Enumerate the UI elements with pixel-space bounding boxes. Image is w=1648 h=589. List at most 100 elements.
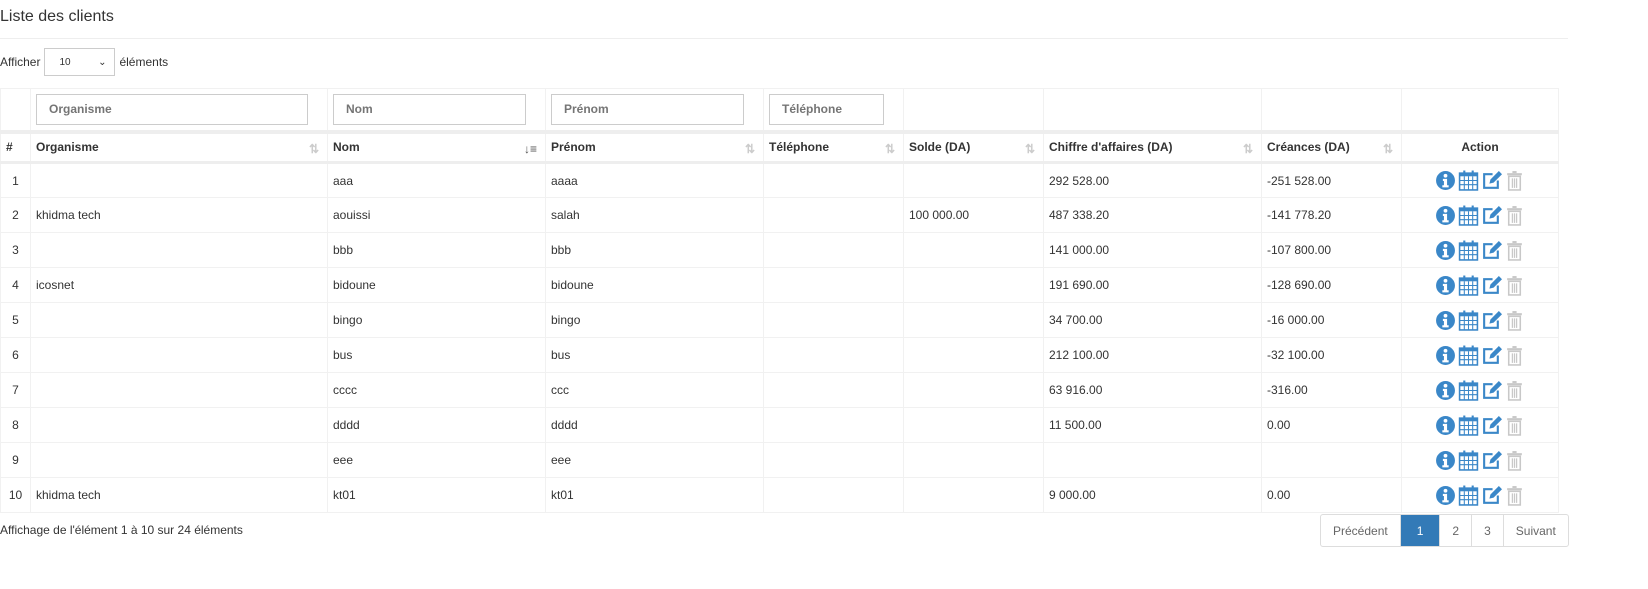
edit-icon[interactable] <box>1480 205 1503 224</box>
edit-icon[interactable] <box>1480 240 1503 259</box>
calendar-icon[interactable] <box>1457 310 1480 331</box>
edit-icon[interactable] <box>1480 310 1503 329</box>
sort-icon[interactable]: ⇅ <box>1024 141 1035 156</box>
column-header-label: Action <box>1461 140 1499 155</box>
cell-organisme <box>30 372 328 408</box>
info-icon[interactable] <box>1434 310 1457 330</box>
calendar-icon[interactable] <box>1457 450 1480 471</box>
sort-icon[interactable]: ⇅ <box>308 141 319 156</box>
filter-telephone-input[interactable] <box>769 93 884 125</box>
edit-icon[interactable] <box>1480 275 1503 294</box>
page-3-button[interactable]: 3 <box>1471 515 1503 546</box>
page-1-button[interactable]: 1 <box>1399 515 1440 546</box>
info-icon[interactable] <box>1434 380 1457 400</box>
edit-icon[interactable] <box>1480 345 1503 364</box>
edit-icon[interactable] <box>1480 380 1503 399</box>
trash-icon[interactable] <box>1503 485 1526 506</box>
chevron-down-icon: ⌄ <box>98 56 107 68</box>
page-length-value: 10 <box>59 56 71 68</box>
cell-prenom: salah <box>545 197 764 233</box>
trash-icon[interactable] <box>1503 275 1526 296</box>
trash-icon[interactable] <box>1503 415 1526 436</box>
trash-icon[interactable] <box>1503 171 1526 191</box>
column-header[interactable]: Organisme ⇅ <box>30 131 328 164</box>
column-header[interactable]: Chiffre d'affaires (DA) ⇅ <box>1043 131 1262 164</box>
calendar-icon[interactable] <box>1457 415 1480 436</box>
column-header-label: # <box>6 140 13 155</box>
calendar-icon[interactable] <box>1457 380 1480 401</box>
next-page-button[interactable]: Suivant <box>1502 515 1568 546</box>
edit-icon[interactable] <box>1480 171 1503 189</box>
filter-organisme-input[interactable] <box>36 93 308 125</box>
cell-telephone <box>763 232 904 268</box>
column-header[interactable]: Solde (DA) ⇅ <box>903 131 1044 164</box>
edit-icon[interactable] <box>1480 450 1503 469</box>
info-icon[interactable] <box>1434 275 1457 295</box>
sort-icon[interactable]: ⇅ <box>1242 141 1253 156</box>
cell-telephone <box>763 302 904 338</box>
sort-icon[interactable]: ⇅ <box>1382 141 1393 156</box>
cell-creances <box>1261 442 1402 478</box>
sort-icon[interactable]: ⇅ <box>744 141 755 156</box>
info-icon[interactable] <box>1434 450 1457 470</box>
column-header[interactable]: Téléphone ⇅ <box>763 131 904 164</box>
filter-prenom-input[interactable] <box>551 93 744 125</box>
sort-icon[interactable]: ⇅ <box>884 141 895 156</box>
calendar-icon[interactable] <box>1457 485 1480 506</box>
cell-prenom: bingo <box>545 302 764 338</box>
info-icon[interactable] <box>1434 415 1457 435</box>
cell-creances: -107 800.00 <box>1261 232 1402 268</box>
cell-nom: aouissi <box>327 197 546 233</box>
info-icon[interactable] <box>1434 485 1457 505</box>
trash-icon[interactable] <box>1503 205 1526 226</box>
info-icon[interactable] <box>1434 205 1457 225</box>
cell-index: 5 <box>0 302 31 338</box>
cell-chiffre-affaires: 487 338.20 <box>1043 197 1262 233</box>
info-icon[interactable] <box>1434 171 1457 190</box>
trash-icon[interactable] <box>1503 240 1526 261</box>
cell-index: 3 <box>0 232 31 268</box>
page-length-select[interactable]: 10 ⌄ <box>44 48 116 76</box>
info-icon[interactable] <box>1434 240 1457 260</box>
cell-organisme: khidma tech <box>30 197 328 233</box>
trash-icon[interactable] <box>1503 345 1526 366</box>
cell-chiffre-affaires: 141 000.00 <box>1043 232 1262 268</box>
cell-solde <box>903 267 1044 303</box>
cell-organisme: icosnet <box>30 267 328 303</box>
calendar-icon[interactable] <box>1457 240 1480 261</box>
page-2-button[interactable]: 2 <box>1439 515 1471 546</box>
row-actions <box>1401 442 1559 478</box>
cell-organisme <box>30 407 328 443</box>
edit-icon[interactable] <box>1480 485 1503 504</box>
column-header-label: Téléphone <box>769 140 830 155</box>
table-row: 8 dddd dddd 11 500.00 0.00 <box>0 407 1559 443</box>
calendar-icon[interactable] <box>1457 205 1480 226</box>
calendar-icon[interactable] <box>1457 345 1480 366</box>
trash-icon[interactable] <box>1503 380 1526 401</box>
trash-icon[interactable] <box>1503 450 1526 471</box>
cell-telephone <box>763 372 904 408</box>
cell-solde: 100 000.00 <box>903 197 1044 233</box>
sort-ascending-icon[interactable]: ↓≡ <box>523 141 537 156</box>
cell-solde <box>903 302 1044 338</box>
cell-chiffre-affaires: 11 500.00 <box>1043 407 1262 443</box>
column-header[interactable]: Créances (DA) ⇅ <box>1261 131 1402 164</box>
cell-telephone <box>763 337 904 373</box>
cell-nom: bingo <box>327 302 546 338</box>
column-header[interactable]: Prénom ⇅ <box>545 131 764 164</box>
column-header: Action <box>1401 131 1559 164</box>
table-row: 10 khidma tech kt01 kt01 9 000.00 0.00 <box>0 477 1559 513</box>
edit-icon[interactable] <box>1480 415 1503 434</box>
cell-nom: aaa <box>327 162 546 198</box>
previous-page-button[interactable]: Précédent <box>1333 523 1388 538</box>
filter-nom-input[interactable] <box>333 93 526 125</box>
trash-icon[interactable] <box>1503 310 1526 331</box>
table-row: 2 khidma tech aouissi salah 100 000.00 487 33… <box>0 197 1559 233</box>
calendar-icon[interactable] <box>1457 275 1480 296</box>
calendar-icon[interactable] <box>1457 170 1480 191</box>
column-header[interactable]: Nom ↓≡ <box>327 131 546 164</box>
cell-index: 8 <box>0 407 31 443</box>
info-icon[interactable] <box>1434 345 1457 365</box>
table-row: 5 bingo bingo 34 700.00 -16 000.00 <box>0 302 1559 338</box>
cell-index: 10 <box>0 477 31 513</box>
